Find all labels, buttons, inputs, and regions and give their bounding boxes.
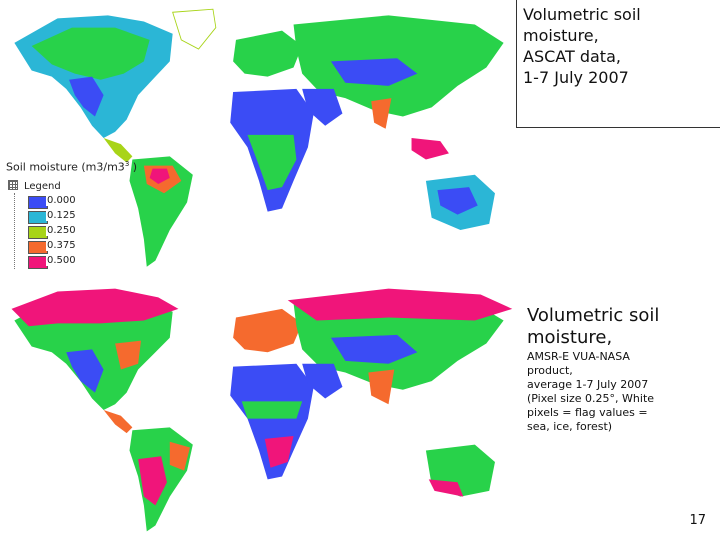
legend-title: Soil moisture (m3/m33 ) — [6, 160, 137, 174]
caption-divider-vertical — [516, 0, 517, 128]
legend-header: Legend — [8, 180, 61, 192]
legend-label: 0.125 — [46, 210, 77, 221]
ascat-map-svg — [14, 8, 504, 267]
north-america-green — [31, 27, 150, 80]
arabia-dry — [302, 88, 343, 126]
legend-swatch — [28, 256, 48, 269]
page-number: 17 — [689, 513, 706, 528]
caption-line: moisture, — [523, 26, 599, 45]
caption-line: moisture, — [527, 327, 613, 348]
north-america-dry-west — [66, 349, 104, 393]
europe-landmass — [233, 30, 303, 77]
central-asia-dry — [330, 58, 418, 86]
legend-title-superscript: 3 — [124, 160, 130, 168]
southeast-asia-islands — [411, 138, 449, 160]
amazon-wettest — [149, 168, 170, 184]
caption-line: Volumetric soil — [527, 305, 660, 326]
amsre-caption-detail: AMSR-E VUA-NASA product, average 1-7 Jul… — [527, 350, 707, 434]
africa-south-wet — [264, 436, 294, 468]
caption-line: ASCAT data, — [523, 47, 621, 66]
legend-swatch — [28, 241, 48, 254]
caption-line: Volumetric soil — [523, 5, 641, 24]
south-asia-wet — [368, 369, 395, 405]
siberia-wet — [287, 288, 513, 321]
north-america-arctic-wet — [11, 288, 179, 327]
caption-line: product, — [527, 364, 573, 377]
caption-line: pixels = flag values = — [527, 406, 648, 419]
amsre-soil-moisture-map — [0, 280, 518, 540]
legend-label: 0.375 — [46, 240, 77, 251]
africa-sahel — [241, 401, 303, 419]
central-america-landmass — [103, 410, 133, 434]
legend-label: 0.250 — [46, 225, 77, 236]
legend-label: 0.500 — [46, 255, 77, 266]
legend-grid-icon — [8, 180, 18, 190]
australia-dry — [437, 187, 478, 215]
ascat-soil-moisture-map — [0, 0, 518, 276]
legend-header-label: Legend — [24, 181, 61, 192]
africa-landmass — [230, 363, 314, 480]
legend-label: 0.000 — [46, 195, 77, 206]
north-america-dry-west — [69, 76, 104, 117]
australia-wet-edge — [428, 479, 464, 497]
africa-central-green — [247, 134, 297, 191]
legend-swatch — [28, 211, 48, 224]
legend-tree-line — [14, 193, 16, 269]
ascat-caption: Volumetric soil moisture, ASCAT data, 1-… — [523, 4, 713, 88]
caption-line: sea, ice, forest) — [527, 420, 613, 433]
legend-swatch — [28, 226, 48, 239]
central-asia-dry — [330, 334, 418, 364]
caption-line: (Pixel size 0.25°, White — [527, 392, 655, 405]
greenland-landmass — [172, 8, 217, 50]
amsre-map-svg — [11, 288, 513, 532]
legend-swatch — [28, 196, 48, 209]
central-america-landmass — [103, 138, 133, 163]
south-asia-wet — [371, 98, 392, 129]
europe-landmass — [233, 308, 303, 353]
caption-line: AMSR-E VUA-NASA — [527, 350, 630, 363]
legend: Legend 0.000 0.125 0.250 0.375 0.500 — [8, 178, 118, 272]
arabia-dry — [302, 363, 343, 399]
legend-title-text: Soil moisture (m3/m3 — [6, 160, 125, 174]
legend-title-close: ) — [129, 160, 138, 174]
amsre-caption-title: Volumetric soil moisture, — [527, 305, 717, 349]
south-america-east — [169, 441, 190, 471]
caption-divider-horizontal — [516, 127, 720, 128]
caption-line: 1-7 July 2007 — [523, 68, 629, 87]
caption-line: average 1-7 July 2007 — [527, 378, 649, 391]
north-america-east-wet — [115, 340, 142, 370]
south-america-wet — [138, 456, 167, 506]
